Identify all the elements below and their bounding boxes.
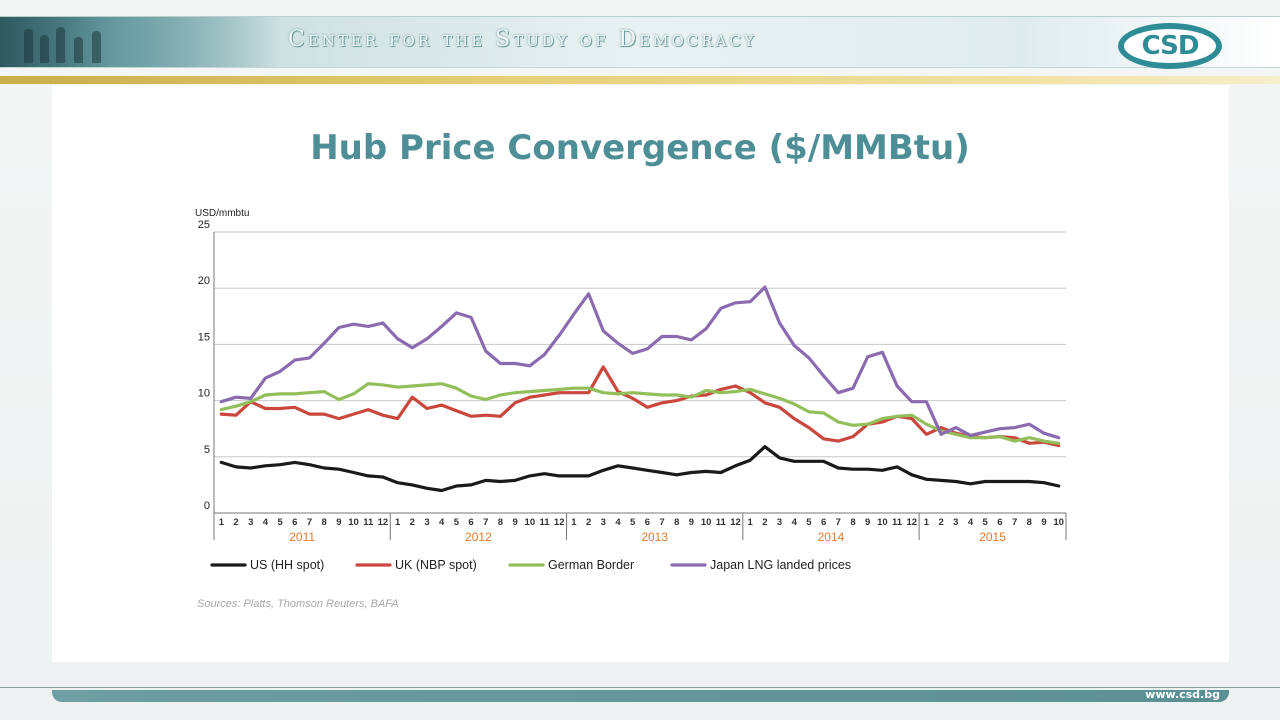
month-tick-label: 3: [953, 517, 958, 528]
y-tick-label: 0: [204, 500, 210, 512]
year-label: 2013: [641, 530, 668, 544]
y-tick-label: 5: [204, 444, 210, 456]
month-tick-label: 10: [877, 517, 888, 528]
footer-url[interactable]: www.csd.bg: [1145, 688, 1220, 701]
legend-label-2: German Border: [548, 558, 634, 572]
month-tick-label: 9: [865, 517, 870, 528]
month-tick-label: 12: [554, 517, 565, 528]
year-label: 2012: [465, 530, 492, 544]
month-tick-label: 6: [645, 517, 650, 528]
month-tick-label: 8: [674, 517, 679, 528]
month-tick-label: 11: [716, 517, 727, 528]
month-tick-label: 1: [395, 517, 401, 528]
month-tick-label: 4: [439, 517, 445, 528]
month-tick-label: 5: [630, 517, 636, 528]
month-tick-label: 10: [525, 517, 536, 528]
month-tick-label: 7: [1012, 517, 1017, 528]
month-tick-label: 2: [233, 517, 238, 528]
month-tick-label: 5: [806, 517, 812, 528]
legend-label-3: Japan LNG landed prices: [710, 558, 851, 572]
month-tick-label: 10: [348, 517, 359, 528]
month-tick-label: 11: [892, 517, 903, 528]
banner-photo: [0, 17, 280, 67]
month-tick-label: 9: [336, 517, 341, 528]
month-tick-label: 5: [454, 517, 460, 528]
year-label: 2014: [818, 530, 845, 544]
month-tick-label: 2: [410, 517, 415, 528]
month-tick-label: 7: [307, 517, 312, 528]
gold-divider: [0, 76, 1280, 84]
footer-bar: [52, 690, 1229, 702]
month-tick-label: 1: [219, 517, 225, 528]
month-tick-label: 2: [938, 517, 943, 528]
org-name: Center for the Study of Democracy: [288, 27, 757, 52]
month-tick-label: 11: [363, 517, 374, 528]
month-tick-label: 3: [424, 517, 429, 528]
month-tick-label: 3: [601, 517, 606, 528]
month-tick-label: 9: [512, 517, 517, 528]
month-tick-label: 3: [248, 517, 253, 528]
series-line-3: [219, 285, 1061, 440]
month-tick-label: 8: [498, 517, 503, 528]
month-tick-label: 6: [821, 517, 826, 528]
month-tick-label: 3: [777, 517, 782, 528]
month-tick-label: 4: [792, 517, 798, 528]
month-tick-label: 11: [539, 517, 550, 528]
month-tick-label: 1: [571, 517, 577, 528]
legend-label-1: UK (NBP spot): [395, 558, 477, 572]
legend-label-0: US (HH spot): [250, 558, 324, 572]
month-tick-label: 1: [924, 517, 930, 528]
month-tick-label: 5: [983, 517, 989, 528]
slide-title: Hub Price Convergence ($/MMBtu): [310, 128, 970, 168]
month-tick-label: 8: [850, 517, 855, 528]
month-tick-label: 6: [292, 517, 297, 528]
series-line-2: [219, 382, 1061, 445]
year-label: 2011: [289, 530, 315, 544]
y-tick-label: 20: [198, 275, 210, 287]
month-tick-label: 8: [1027, 517, 1032, 528]
month-tick-label: 12: [730, 517, 741, 528]
content-panel: [52, 85, 1229, 662]
month-tick-label: 6: [468, 517, 473, 528]
y-tick-label: 25: [198, 219, 210, 231]
month-tick-label: 12: [906, 517, 917, 528]
series-line-1: [219, 365, 1061, 448]
month-tick-label: 4: [615, 517, 621, 528]
month-tick-label: 2: [586, 517, 591, 528]
year-label: 2015: [979, 530, 1006, 544]
y-axis-label: USD/mmbtu: [195, 208, 249, 219]
month-tick-label: 12: [378, 517, 389, 528]
logo-text: CSD: [1141, 31, 1200, 61]
month-tick-label: 9: [1041, 517, 1046, 528]
series-line-0: [219, 445, 1061, 493]
month-tick-label: 8: [322, 517, 327, 528]
month-tick-label: 10: [1053, 517, 1064, 528]
footer-divider: [0, 687, 1280, 688]
y-tick-label: 10: [198, 388, 210, 400]
header-banner: Center for the Study of Democracy CSD: [0, 16, 1280, 69]
csd-logo[interactable]: CSD: [1118, 23, 1222, 69]
month-tick-label: 7: [483, 517, 488, 528]
month-tick-label: 10: [701, 517, 712, 528]
source-note: Sources: Platts, Thomson Reuters, BAFA: [197, 598, 399, 610]
month-tick-label: 1: [748, 517, 754, 528]
month-tick-label: 7: [659, 517, 664, 528]
month-tick-label: 2: [762, 517, 767, 528]
month-tick-label: 4: [968, 517, 974, 528]
month-tick-label: 9: [689, 517, 694, 528]
month-tick-label: 4: [263, 517, 269, 528]
month-tick-label: 6: [997, 517, 1002, 528]
y-tick-label: 15: [198, 331, 210, 343]
month-tick-label: 5: [277, 517, 283, 528]
month-tick-label: 7: [836, 517, 841, 528]
